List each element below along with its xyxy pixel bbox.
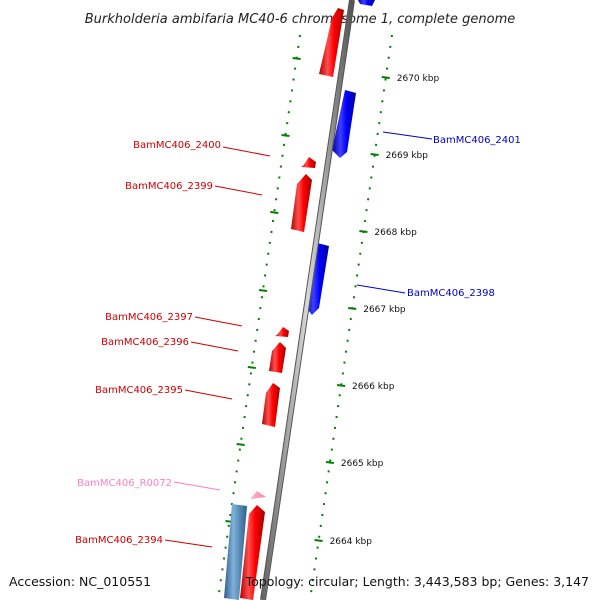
gene-arrow-2394-pseudo — [224, 504, 247, 600]
kbp-major-tick — [348, 307, 357, 310]
gene-arrow-top-left — [319, 8, 344, 77]
topology-text: Topology: circular; Length: 3,443,583 bp… — [245, 574, 589, 589]
leader-line-2400 — [222, 146, 271, 157]
gene-label-2394[interactable]: BamMC406_2394 — [75, 535, 163, 546]
left-track-major-tick — [292, 57, 301, 60]
gene-arrow-2396 — [269, 342, 286, 373]
kbp-major-tick — [370, 153, 379, 156]
gene-label-group: BamMC406_2401 BamMC406_2400 BamMC406_239… — [75, 131, 521, 548]
kbp-major-tick — [381, 76, 390, 79]
gene-arrow-2399 — [291, 174, 312, 232]
gene-label-2396[interactable]: BamMC406_2396 — [101, 337, 189, 348]
left-track-major-tick — [258, 289, 268, 292]
gene-arrow-2401 — [332, 90, 356, 158]
genome-title: Burkholderia ambifaria MC40-6 chromosome… — [85, 12, 515, 27]
kbp-label: 2670 kbp — [397, 74, 440, 84]
kbp-major-tick — [314, 539, 323, 542]
gene-label-2401[interactable]: BamMC406_2401 — [433, 135, 521, 146]
gene-label-2397[interactable]: BamMC406_2397 — [105, 312, 193, 323]
leader-line-2398 — [356, 284, 406, 294]
left-track-major-tick — [236, 443, 245, 446]
gene-arrow-2395 — [262, 383, 280, 427]
kbp-label: 2667 kbp — [363, 305, 406, 315]
left-track-major-tick — [270, 211, 279, 214]
gene-arrow-2400 — [301, 157, 316, 168]
left-track-major-tick — [281, 134, 290, 137]
kbp-label: 2665 kbp — [341, 459, 384, 469]
leader-line-2401 — [382, 131, 433, 140]
gene-arrow-2398 — [305, 243, 329, 315]
kbp-major-tick — [325, 461, 335, 464]
leader-line-2394 — [164, 539, 213, 548]
left-track-major-tick — [247, 366, 256, 369]
gene-arrow-R0072 — [251, 491, 266, 499]
accession-text: Accession: NC_010551 — [9, 574, 151, 589]
gene-label-2399[interactable]: BamMC406_2399 — [125, 181, 213, 192]
kbp-label: 2664 kbp — [330, 537, 373, 547]
gene-arrow-top-edge — [358, 0, 375, 6]
gene-arrow-2394 — [240, 505, 265, 600]
gene-arrow-2397 — [275, 327, 289, 337]
leader-line-2397 — [194, 316, 243, 327]
gene-label-2398[interactable]: BamMC406_2398 — [407, 288, 495, 299]
gene-label-2400[interactable]: BamMC406_2400 — [133, 140, 221, 151]
leader-line-2399 — [214, 185, 263, 196]
kbp-major-tick — [359, 230, 368, 233]
leader-line-2396 — [190, 341, 239, 352]
gene-label-R0072[interactable]: BamMC406_R0072 — [77, 478, 172, 489]
chromosome-axis — [261, 0, 354, 600]
kbp-label: 2668 kbp — [374, 228, 417, 238]
kbp-label: 2666 kbp — [352, 382, 395, 392]
kbp-tick-group: 2670 kbp 2669 kbp 2668 kbp 2667 kbp 2666 kbp… — [225, 57, 440, 547]
leader-line-R0072 — [173, 481, 221, 491]
leader-line-2395 — [184, 389, 233, 400]
gene-shape-group — [224, 0, 375, 600]
kbp-major-tick — [336, 384, 346, 387]
kbp-label: 2669 kbp — [386, 151, 429, 161]
gene-label-2395[interactable]: BamMC406_2395 — [95, 385, 183, 396]
